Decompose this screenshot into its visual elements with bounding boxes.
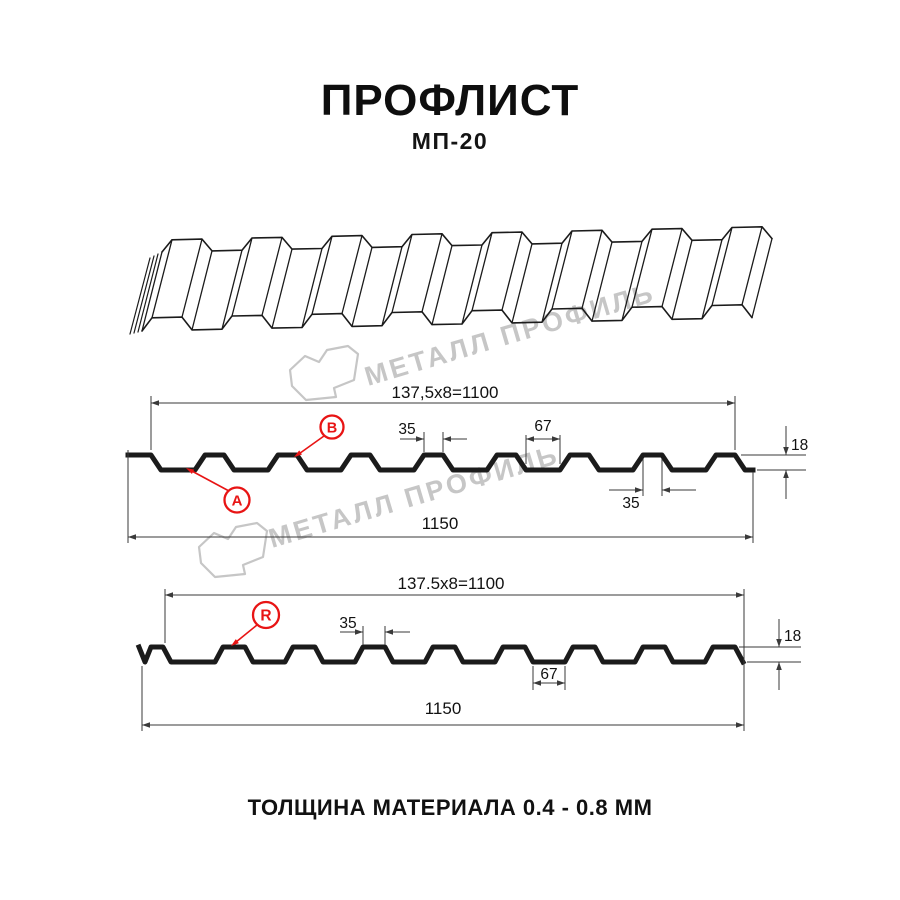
dim-coverage-width: 137,5x8=1100 (150, 383, 736, 450)
profile-outline (125, 452, 756, 473)
side-label-a: A (186, 468, 251, 514)
dim-edge-rib: 35 (609, 459, 696, 512)
dim-edge-rib-label: 35 (622, 495, 639, 512)
dim-overall-width-label: 1150 (422, 514, 459, 533)
dim-rib-top-label: 35 (339, 615, 356, 632)
brand-logo-icon (288, 344, 360, 402)
dim-overall-width: 1150 (141, 666, 744, 731)
dim-valley: 67 (525, 418, 561, 464)
side-label-b-letter: B (327, 421, 337, 437)
profile-3d-view (129, 226, 773, 335)
dim-coverage-width-label: 137,5x8=1100 (392, 383, 499, 402)
dim-height: 18 (739, 619, 801, 690)
dim-coverage-width-label: 137.5x8=1100 (398, 574, 505, 593)
sheet-fold-lines (141, 226, 773, 332)
page-title: ПРОФЛИСТ (320, 76, 580, 125)
dim-height-label: 18 (791, 437, 808, 454)
dim-rib-top: 35 (339, 615, 410, 645)
cross-section-reverse: 137.5x8=1100 1150 35 (135, 574, 801, 731)
side-label-r: R (231, 600, 281, 646)
dim-rib-top: 35 (398, 421, 467, 452)
dim-overall-width: 1150 (127, 450, 754, 543)
cross-section-front: 137,5x8=1100 1150 35 (125, 383, 808, 543)
dim-height-label: 18 (784, 628, 801, 645)
dim-valley: 67 (532, 666, 566, 690)
dim-overall-width-label: 1150 (425, 699, 462, 718)
watermark-lower: МЕТАЛЛ ПРОФИЛЬ (197, 439, 563, 579)
watermark-brand-text: МЕТАЛЛ ПРОФИЛЬ (361, 277, 658, 391)
side-label-b: B (294, 414, 345, 457)
side-label-a-letter: A (232, 493, 243, 510)
brand-logo-icon (197, 521, 269, 579)
dim-height: 18 (741, 426, 808, 499)
dim-coverage-width: 137.5x8=1100 (164, 574, 745, 731)
profile-outline (135, 643, 747, 666)
material-thickness-note: ТОЛЩИНА МАТЕРИАЛА 0.4 - 0.8 ММ (247, 795, 653, 820)
dim-rib-top-label: 35 (398, 421, 415, 438)
dim-valley-label: 67 (540, 666, 557, 683)
sheet-cut-edge-curl (129, 253, 159, 335)
dim-valley-label: 67 (534, 418, 551, 435)
page-subtitle: МП-20 (411, 128, 489, 154)
side-label-r-letter: R (260, 608, 271, 625)
sheet-back-edge (161, 226, 773, 253)
watermark-upper: МЕТАЛЛ ПРОФИЛЬ (288, 277, 659, 402)
sheet-front-edge (141, 304, 753, 332)
